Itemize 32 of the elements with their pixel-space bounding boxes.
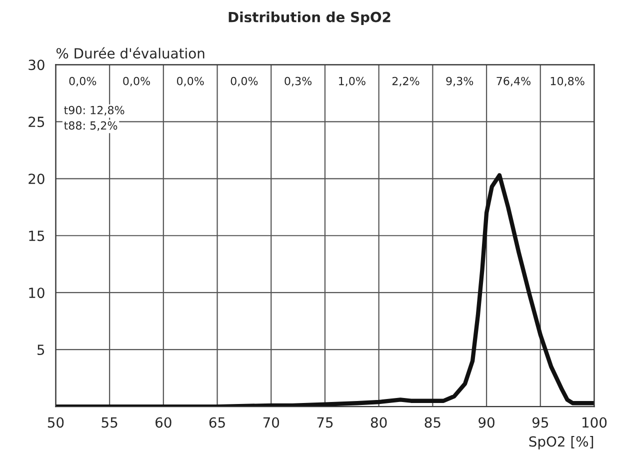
annotation: 9,3% bbox=[446, 76, 474, 86]
y-tick-label: 25 bbox=[28, 116, 44, 128]
x-tick-label: 60 bbox=[156, 417, 172, 428]
x-tick-label: 85 bbox=[424, 417, 440, 428]
x-tick-label: 100 bbox=[582, 417, 607, 428]
y-tick-label: 20 bbox=[28, 174, 44, 184]
annotation: 2,2% bbox=[392, 76, 420, 86]
annotation: 0,0% bbox=[69, 76, 96, 86]
y-axis-title: % Durée d'évaluation bbox=[56, 47, 204, 59]
y-tick-label: 30 bbox=[28, 60, 44, 70]
x-axis-title: SpO2 [%] bbox=[529, 436, 594, 450]
x-tick-label: 70 bbox=[263, 417, 280, 428]
annotation: 0,3% bbox=[284, 76, 312, 86]
annotation: t88: 5,2% bbox=[64, 121, 118, 131]
x-tick-label: 90 bbox=[478, 417, 494, 428]
annotation: 1,0% bbox=[339, 76, 366, 86]
chart-title: Distribution de SpO2 bbox=[228, 12, 390, 25]
annotation: 0,0% bbox=[123, 76, 150, 86]
annotation: 10,8% bbox=[550, 76, 584, 86]
annotation: 0,0% bbox=[176, 76, 204, 86]
x-tick-label: 80 bbox=[370, 417, 387, 428]
x-tick-label: 65 bbox=[209, 417, 225, 428]
annotation: 0,0% bbox=[230, 76, 258, 86]
y-tick-label: 15 bbox=[29, 230, 44, 242]
annotation: 76,4% bbox=[496, 76, 530, 86]
x-tick-label: 50 bbox=[48, 417, 64, 428]
x-tick-label: 95 bbox=[532, 417, 548, 428]
x-tick-label: 75 bbox=[317, 417, 333, 428]
x-tick-label: 55 bbox=[102, 417, 118, 428]
annotation: t90: 12,8% bbox=[64, 106, 124, 116]
y-tick-label: 5 bbox=[38, 344, 44, 356]
y-tick-label: 10 bbox=[29, 288, 44, 298]
